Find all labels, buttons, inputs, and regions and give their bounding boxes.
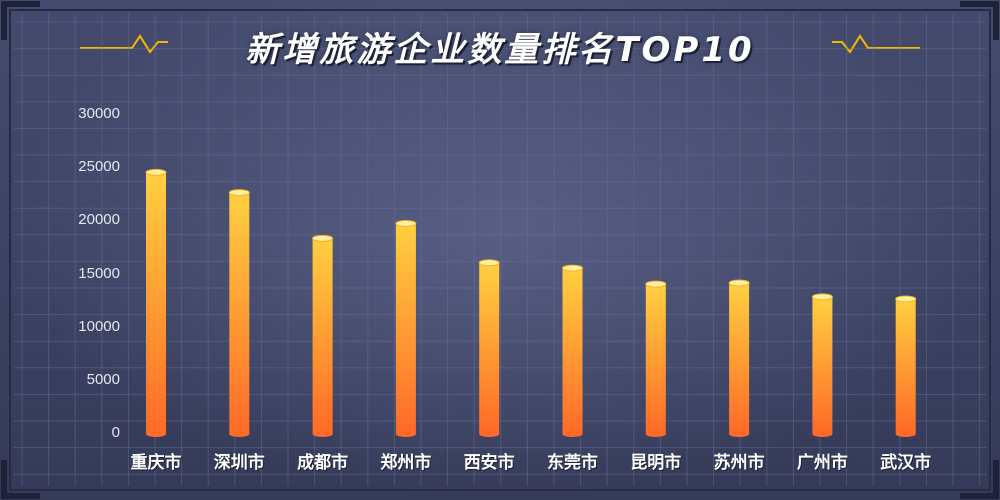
bar-cap xyxy=(228,189,250,197)
chart-title: 新增旅游企业数量排名TOP10 xyxy=(245,30,755,70)
x-tick-label: 深圳市 xyxy=(213,453,265,473)
x-tick-label: 武汉市 xyxy=(880,453,932,473)
x-tick-label: 东莞市 xyxy=(547,453,598,473)
bar xyxy=(895,298,916,434)
y-tick-label: 25000 xyxy=(78,158,120,176)
bar xyxy=(729,283,750,434)
bar-base xyxy=(812,431,833,437)
bar-cap xyxy=(312,234,334,242)
x-tick-label: 昆明市 xyxy=(630,453,682,473)
bar xyxy=(146,172,166,435)
x-tick-label: 郑州市 xyxy=(380,453,432,473)
bar-base xyxy=(479,431,500,437)
bar-base xyxy=(395,431,416,437)
bar xyxy=(645,284,666,434)
bar-base xyxy=(895,431,916,437)
x-tick-label: 成都市 xyxy=(297,453,349,473)
bar xyxy=(562,268,583,434)
bar-cap xyxy=(645,280,667,288)
bar-cap xyxy=(811,293,833,301)
bar-cap xyxy=(895,295,917,303)
bar-base xyxy=(229,431,250,437)
bar-base xyxy=(729,431,750,437)
x-tick-label: 广州市 xyxy=(796,453,848,473)
x-tick-label: 苏州市 xyxy=(713,453,765,473)
y-tick-label: 0 xyxy=(111,424,120,441)
bar-cap xyxy=(145,168,167,176)
bar xyxy=(312,238,333,434)
bar-base xyxy=(146,431,166,437)
bar-base xyxy=(312,431,333,437)
bar xyxy=(812,296,833,434)
bar-cap xyxy=(728,279,750,287)
x-tick-label: 重庆市 xyxy=(130,453,182,473)
bar-base xyxy=(562,431,583,437)
bar xyxy=(229,192,250,434)
bar-cap xyxy=(478,259,500,267)
y-tick-label: 20000 xyxy=(78,211,120,229)
bar-cap xyxy=(395,219,417,227)
bar xyxy=(395,223,416,434)
title-ornament-right xyxy=(832,34,920,54)
y-tick-label: 10000 xyxy=(78,317,120,335)
y-tick-label: 5000 xyxy=(86,370,120,388)
gridlines xyxy=(14,14,986,486)
y-tick-label: 15000 xyxy=(78,264,120,282)
y-tick-label: 30000 xyxy=(78,105,120,122)
x-tick-label: 西安市 xyxy=(463,453,515,473)
bar-base xyxy=(645,431,666,437)
bar-cap xyxy=(562,264,583,272)
title-ornament-left xyxy=(80,34,168,54)
bar xyxy=(479,262,500,434)
bars xyxy=(145,168,917,437)
